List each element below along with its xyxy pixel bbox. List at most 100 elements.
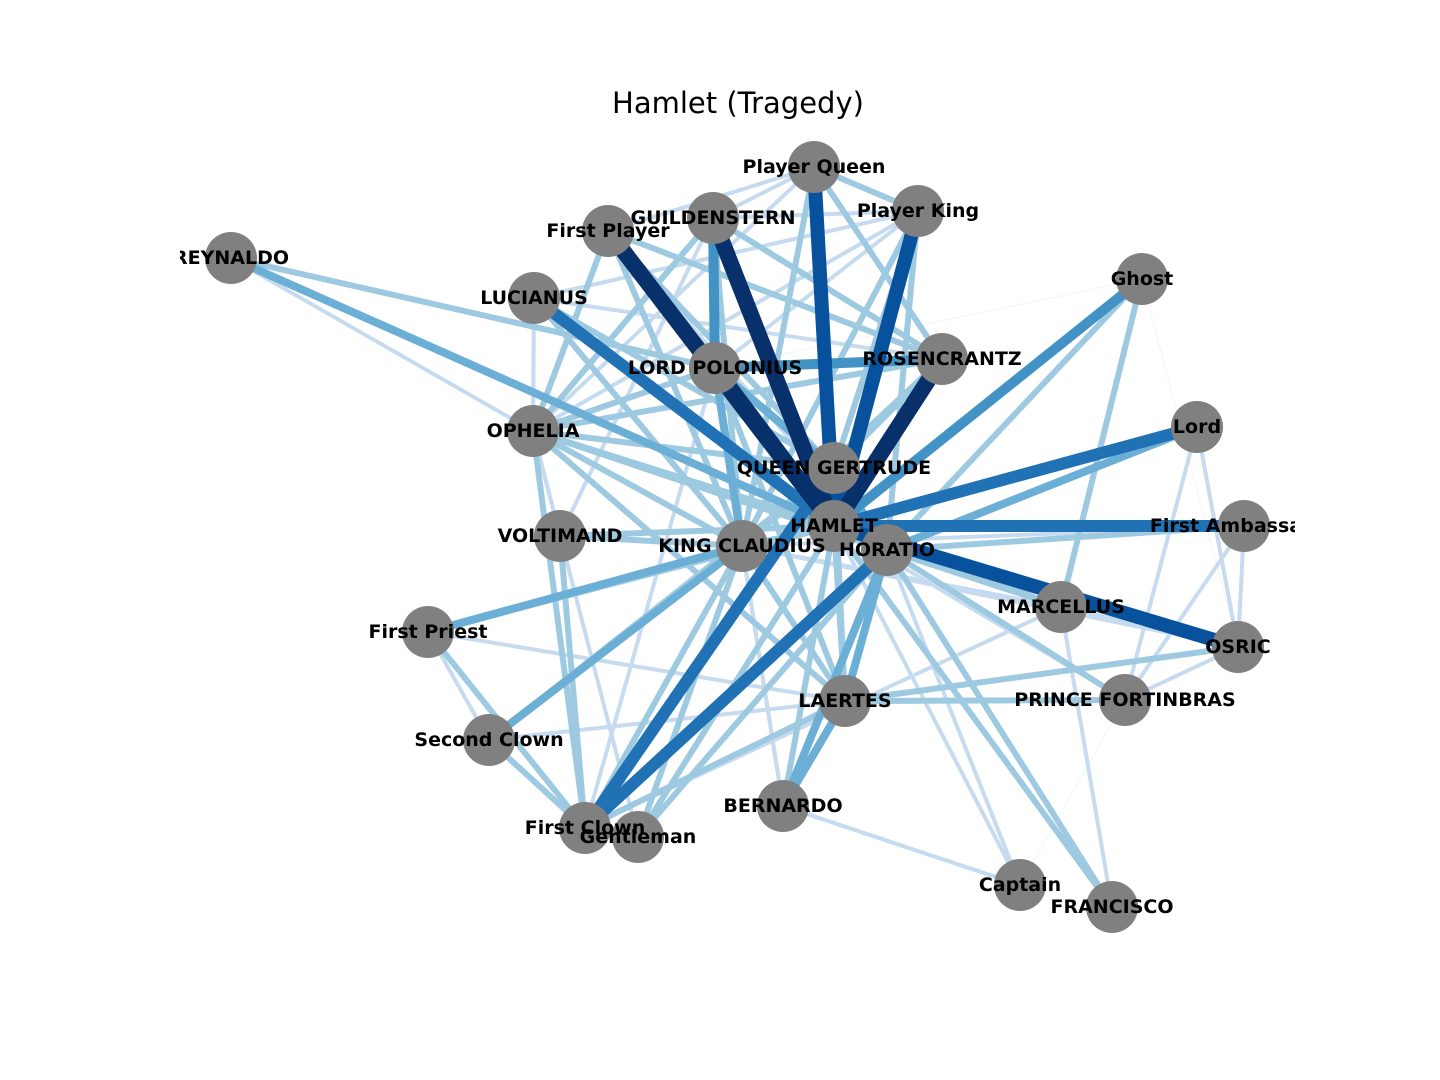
node-label-first-clown: First Clown [525,817,645,839]
node-label-ophelia: OPHELIA [487,420,580,442]
node-first-clown[interactable] [559,802,611,854]
edge-reynaldo-lord-polonius [230,255,716,371]
node-king-claudius[interactable] [716,520,768,572]
node-label-first-priest: First Priest [369,621,488,643]
node-label-lord: Lord [1173,416,1221,438]
node-label-bernardo: BERNARDO [723,795,842,817]
node-laertes[interactable] [819,675,871,727]
edge-king-claudius-second-clown [486,542,745,744]
edge-horatio-first-clown [580,545,892,833]
node-osric[interactable] [1212,621,1264,673]
node-reynaldo[interactable] [205,232,257,284]
edge-lucianus-hamlet [530,293,838,531]
node-francisco[interactable] [1086,881,1138,933]
node-label-francisco: FRANCISCO [1050,896,1173,918]
node-label-horatio: HORATIO [839,539,935,561]
node-voltimand[interactable] [534,510,586,562]
edge-lord-osric [1195,426,1240,648]
edge-laertes-prince-fortinbras [844,697,1126,704]
nodes-layer [205,141,1270,933]
page-title: Hamlet (Tragedy) [612,86,864,120]
edge-ghost-hamlet [830,275,1146,530]
edge-lord-polonius-first-clown [583,367,717,829]
edge-lord-polonius-king-claudius [711,367,746,547]
node-lucianus[interactable] [508,272,560,324]
node-label-player-queen: Player Queen [743,156,886,178]
edge-reynaldo-ophelia [230,256,534,433]
edge-ophelia-king-claudius [531,428,744,549]
node-label-gentleman: Gentleman [580,826,697,848]
edge-horatio-captain [885,549,1022,886]
node-player-king[interactable] [892,185,944,237]
node-ghost[interactable] [1116,253,1168,305]
node-queen-gertrude[interactable] [808,442,860,494]
edge-hamlet-francisco [831,524,1115,909]
edge-voltimand-first-clown [557,535,588,829]
node-first-priest[interactable] [402,606,454,658]
edge-laertes-second-clown [488,699,846,742]
node-lord[interactable] [1171,401,1223,453]
edge-lucianus-queen-gertrude [532,295,836,471]
edge-bernardo-captain [782,804,1021,887]
node-label-rosencrantz: ROSENCRANTZ [862,348,1021,370]
edge-rosencrantz-hamlet [827,354,949,531]
edge-first-priest-laertes [427,630,846,703]
node-ophelia[interactable] [507,405,559,457]
node-first-player[interactable] [582,205,634,257]
node-marcellus[interactable] [1035,581,1087,633]
edge-hamlet-bernardo [780,525,837,807]
edge-hamlet-laertes [831,525,848,702]
node-label-hamlet: HAMLET [790,515,878,537]
edge-lord-polonius-laertes [712,366,848,703]
node-bernardo[interactable] [757,780,809,832]
edge-ghost-marcellus [1058,278,1145,608]
edge-ghost-horatio [884,276,1145,553]
node-label-marcellus: MARCELLUS [997,596,1125,618]
node-label-lucianus: LUCIANUS [480,287,588,309]
edge-ghost-osric [1141,278,1239,648]
edge-lord-polonius-hamlet [708,363,841,531]
node-captain[interactable] [994,859,1046,911]
edge-guildenstern-ophelia [530,216,716,433]
edge-player-queen-rosencrantz [811,165,945,361]
node-hamlet[interactable] [808,500,860,552]
edge-hamlet-captain [832,525,1022,886]
node-label-queen-gertrude: QUEEN GERTRUDE [737,457,931,479]
node-label-lord-polonius: LORD POLONIUS [628,357,802,379]
node-prince-fortinbras[interactable] [1099,674,1151,726]
node-label-prince-fortinbras: PRINCE FORTINBRAS [1014,689,1235,711]
edge-player-king-ophelia [532,209,919,433]
node-label-king-claudius: KING CLAUDIUS [658,535,825,557]
edge-queen-gertrude-first-clown [580,464,839,832]
edge-player-king-horatio [884,210,921,551]
node-guildenstern[interactable] [687,192,739,244]
node-label-laertes: LAERTES [798,690,891,712]
node-first-ambassador[interactable] [1218,500,1270,552]
edge-king-claudius-gentleman [635,544,745,839]
edge-first-ambassador-prince-fortinbras [1123,524,1246,702]
node-label-guildenstern: GUILDENSTERN [630,207,795,229]
edge-lord-prince-fortinbras [1123,426,1199,701]
edge-prince-fortinbras-captain [1019,699,1126,886]
node-label-player-king: Player King [857,200,979,222]
node-label-ghost: Ghost [1111,268,1174,290]
edge-player-queen-king-claudius [739,166,817,547]
node-label-osric: OSRIC [1205,636,1270,658]
edge-king-claudius-first-priest [426,542,744,636]
edge-horatio-gentleman [635,548,890,839]
node-horatio[interactable] [861,524,913,576]
node-lord-polonius[interactable] [689,342,741,394]
node-label-captain: Captain [979,874,1061,896]
node-label-reynaldo: REYNALDO [173,247,289,269]
node-second-clown[interactable] [463,714,515,766]
edge-marcellus-francisco [1059,606,1114,908]
edge-laertes-first-clown [583,698,847,831]
node-rosencrantz[interactable] [916,333,968,385]
edge-lord-polonius-ophelia [532,365,716,434]
edge-lord-hamlet [832,421,1199,532]
node-player-queen[interactable] [788,141,840,193]
node-label-first-ambassador: First Ambassador [1150,515,1339,537]
node-gentleman[interactable] [612,811,664,863]
